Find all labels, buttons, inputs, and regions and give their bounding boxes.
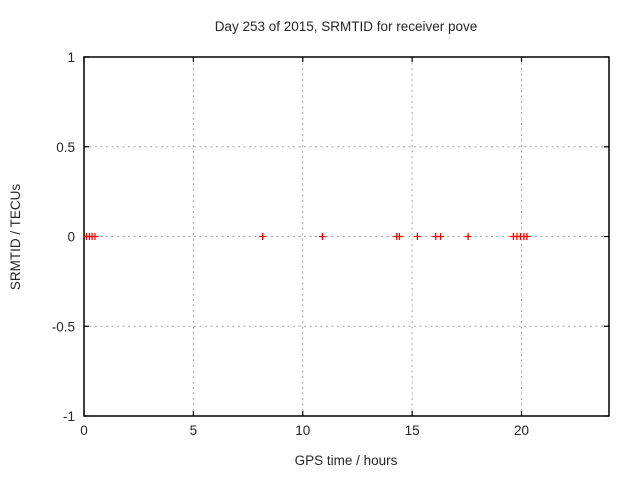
x-tick-label: 10: [295, 423, 310, 438]
y-tick-label: -1: [63, 409, 75, 424]
data-point-marker: [91, 233, 99, 240]
data-point-marker: [318, 233, 326, 240]
data-point-marker: [395, 233, 403, 240]
y-tick-label: 1: [67, 50, 75, 65]
x-tick-label: 5: [190, 423, 198, 438]
y-tick-label: -0.5: [52, 319, 75, 334]
data-point-marker: [259, 233, 267, 240]
plot-area: 0 5 10 15 20 1 0.5 0 -0.5 -1: [52, 50, 610, 438]
chart-title: Day 253 of 2015, SRMTID for receiver pov…: [215, 19, 478, 34]
y-axis-title: SRMTID / TECUs: [8, 184, 23, 291]
data-point-marker: [464, 233, 472, 240]
x-tick-label: 0: [80, 423, 88, 438]
y-tick-label: 0.5: [56, 140, 75, 155]
x-tick-label: 15: [405, 423, 420, 438]
data-point-marker: [437, 233, 445, 240]
y-tick-label: 0: [67, 230, 75, 245]
x-axis-title: GPS time / hours: [295, 453, 398, 468]
data-point-marker: [523, 233, 531, 240]
data-point-marker: [413, 233, 421, 240]
x-tick-label: 20: [514, 423, 529, 438]
